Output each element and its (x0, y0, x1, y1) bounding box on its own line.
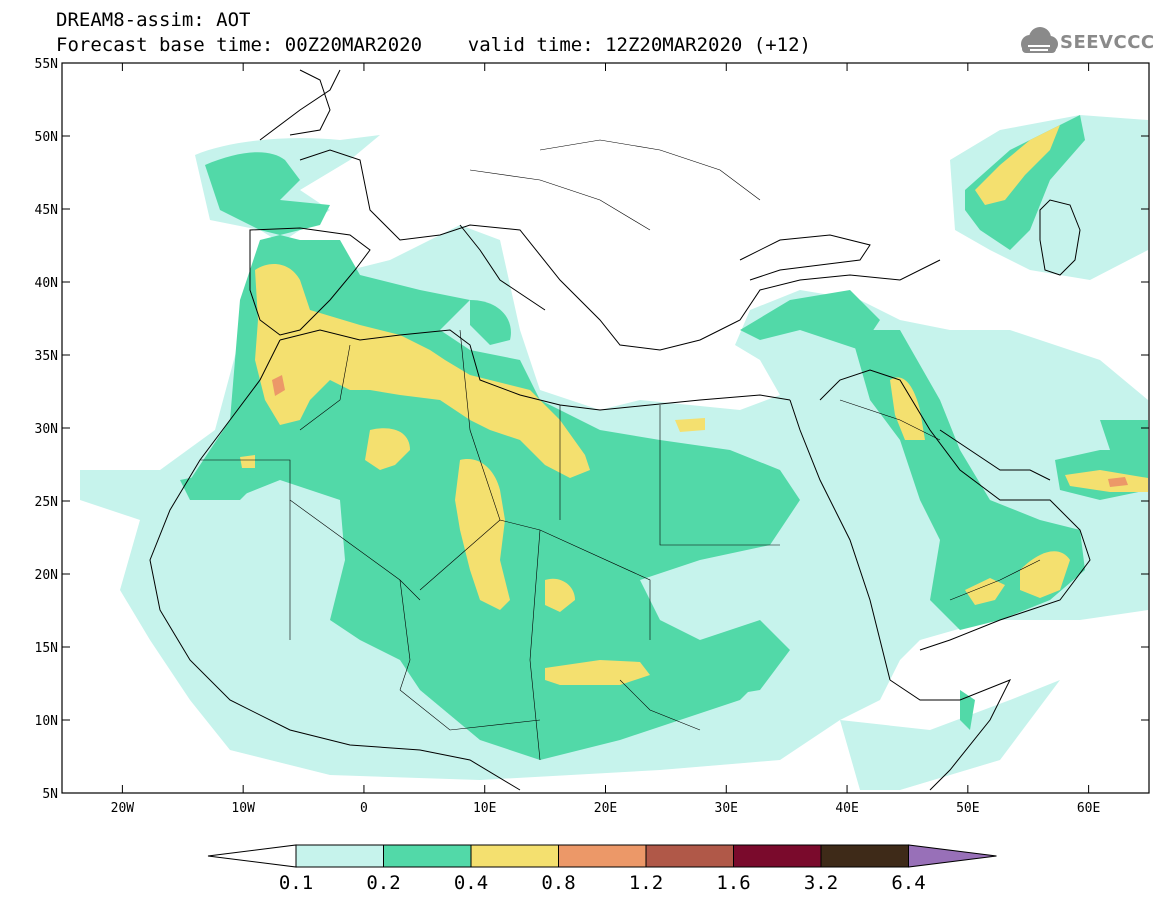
lon-tick-label: 20E (594, 801, 617, 816)
lat-tick-label: 25N (35, 495, 58, 510)
colorbar-under-arrow (207, 844, 297, 868)
colorbar-over-arrow (908, 844, 997, 868)
colorbar-label: 6.4 (891, 872, 925, 894)
colorbar-label: 0.2 (366, 872, 400, 894)
colorbar-label: 3.2 (804, 872, 838, 894)
lat-tick-label: 45N (35, 203, 58, 218)
lat-tick-label: 15N (35, 641, 58, 656)
lon-tick-label: 10W (231, 801, 255, 816)
coastlines (149, 69, 1091, 791)
lat-tick-label: 20N (35, 568, 58, 583)
map-area (61, 62, 1150, 794)
colorbar-segment (558, 844, 647, 868)
aot-field-0.8 (272, 375, 1128, 487)
lon-tick-label: 20W (111, 801, 135, 816)
colorbar-label: 0.1 (279, 872, 313, 894)
logo-text: SEEVCCC (1060, 32, 1155, 53)
colorbar-label: 0.4 (454, 872, 488, 894)
latitude-axis: 55N 50N 45N 40N 35N 30N 25N 20N 15N 10N 5N (35, 57, 1149, 802)
lat-tick-label: 50N (35, 130, 58, 145)
lat-tick-label: 40N (35, 276, 58, 291)
colorbar-segment (295, 844, 384, 868)
map-title: DREAM8-assim: AOT (56, 9, 251, 31)
lat-tick-label: 5N (42, 787, 58, 802)
colorbar-label: 0.8 (541, 872, 575, 894)
lon-tick-label: 50E (956, 801, 979, 816)
lon-tick-label: 60E (1077, 801, 1100, 816)
colorbar-segment (470, 844, 559, 868)
lat-tick-label: 35N (35, 349, 58, 364)
aot-field-0.4 (240, 125, 1148, 685)
colorbar-segment (820, 844, 909, 868)
lon-tick-label: 30E (715, 801, 738, 816)
lon-tick-label: 40E (835, 801, 858, 816)
colorbar-segment (383, 844, 472, 868)
colorbar-segment (645, 844, 734, 868)
lon-tick-label: 0 (360, 801, 368, 816)
lat-tick-label: 55N (35, 57, 58, 72)
cloud-icon (1021, 27, 1058, 53)
lon-tick-label: 10E (473, 801, 496, 816)
colorbar-label: 1.6 (716, 872, 750, 894)
lat-tick-label: 30N (35, 422, 58, 437)
lat-tick-label: 10N (35, 714, 58, 729)
longitude-axis: 20W 10W 0 10E 20E 30E 40E 50E 60E (111, 63, 1100, 816)
country-borders (200, 139, 1041, 761)
forecast-time-line: Forecast base time: 00Z20MAR2020 valid t… (56, 34, 811, 56)
colorbar: 0.1 0.2 0.4 0.8 1.2 1.6 3.2 6.4 (207, 844, 997, 894)
colorbar-segment (733, 844, 822, 868)
colorbar-label: 1.2 (629, 872, 663, 894)
